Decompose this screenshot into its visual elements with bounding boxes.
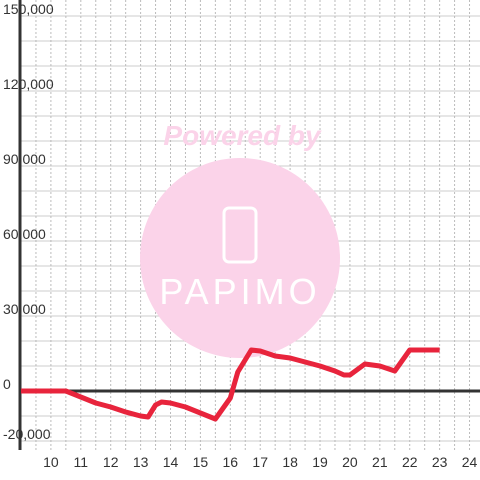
watermark-text: PAPIMO xyxy=(159,271,320,312)
y-tick-label: 60,000 xyxy=(3,226,46,242)
y-tick-label: 30,000 xyxy=(3,301,46,317)
watermark-text: Powered by xyxy=(163,120,322,151)
watermark-circle xyxy=(140,158,340,358)
x-tick-label: 16 xyxy=(223,454,239,470)
x-tick-label: 23 xyxy=(432,454,448,470)
y-tick-label: 120,000 xyxy=(3,76,54,92)
y-tick-label: 0 xyxy=(3,376,11,392)
x-tick-label: 15 xyxy=(193,454,209,470)
watermark-icon xyxy=(222,206,258,264)
y-tick-label: -20,000 xyxy=(3,426,51,442)
x-tick-label: 14 xyxy=(163,454,179,470)
x-tick-label: 24 xyxy=(462,454,478,470)
x-tick-label: 10 xyxy=(43,454,59,470)
x-tick-label: 11 xyxy=(74,454,89,470)
x-tick-label: 21 xyxy=(372,454,388,470)
y-tick-label: 150,000 xyxy=(3,1,54,17)
line xyxy=(21,347,440,422)
x-tick-label: 18 xyxy=(282,454,298,470)
y-tick-label: 90,000 xyxy=(3,151,46,167)
x-tick-label: 17 xyxy=(252,454,268,470)
x-tick-label: 19 xyxy=(312,454,328,470)
watermark: Powered by PAPIMO xyxy=(140,120,340,358)
x-tick-label: 12 xyxy=(103,454,119,470)
x-tick-label: 20 xyxy=(342,454,358,470)
x-tick-label: 13 xyxy=(133,454,149,470)
x-tick-label: 22 xyxy=(402,454,418,470)
